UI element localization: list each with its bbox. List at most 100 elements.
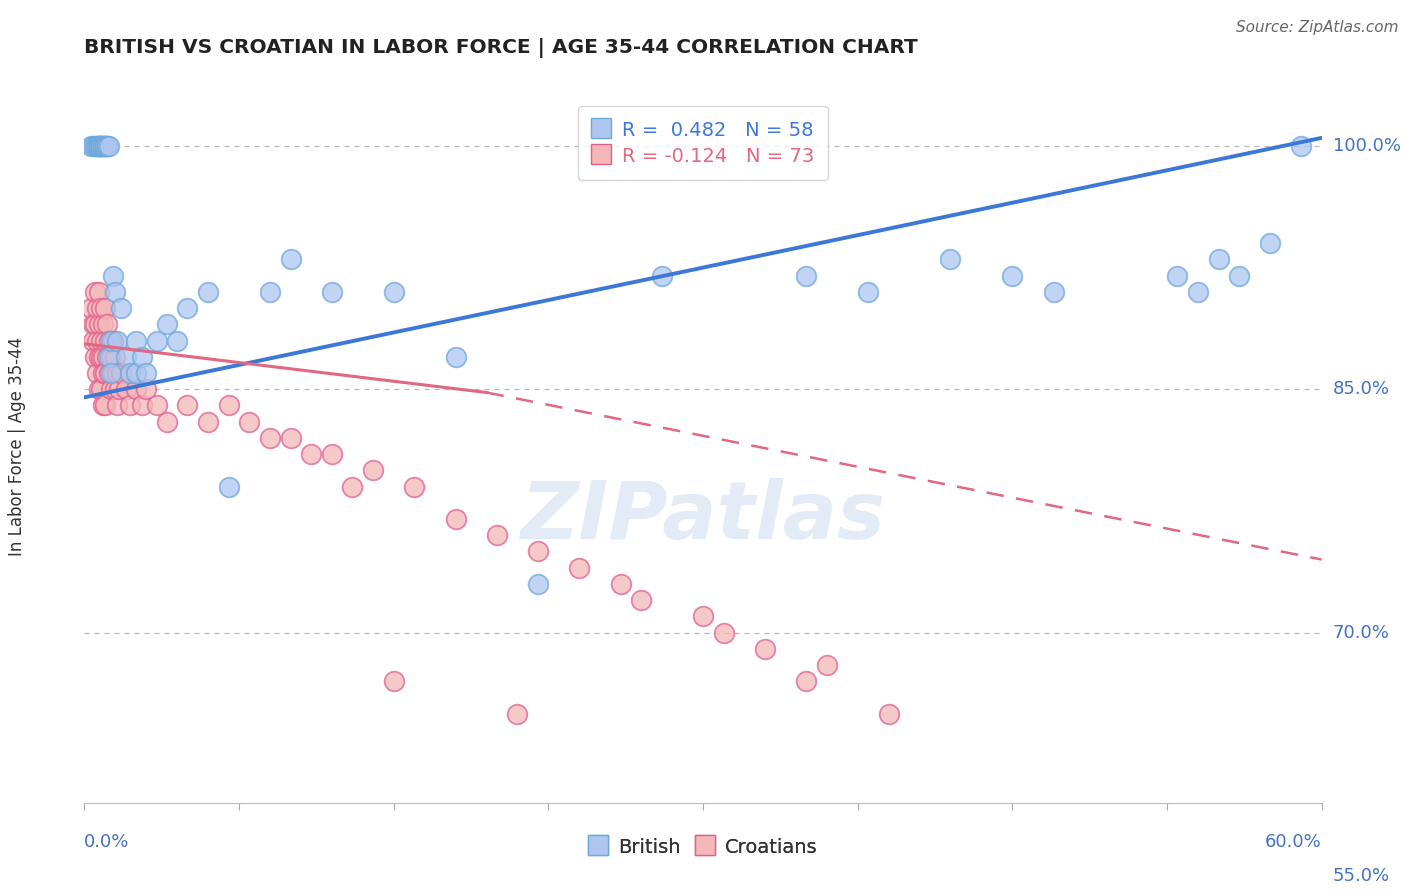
Point [361,463,384,477]
Point [1187,285,1209,299]
Point [91,139,114,153]
Point [82,334,104,348]
Point [1258,236,1281,251]
Point [83,318,105,332]
Point [713,625,735,640]
Point [103,366,125,380]
Point [79,301,101,315]
Point [280,252,302,267]
Point [1001,268,1024,283]
Point [90,139,112,153]
Point [94,139,117,153]
Text: In Labor Force | Age 35-44: In Labor Force | Age 35-44 [8,336,25,556]
Legend: British, Croatians: British, Croatians [581,829,825,864]
Point [91,350,114,364]
Point [794,674,817,689]
Point [794,268,817,283]
Point [877,706,900,721]
Point [100,382,122,396]
Point [86,301,108,315]
Point [156,318,179,332]
Point [125,334,148,348]
Point [86,139,108,153]
Point [100,366,122,380]
Point [280,431,302,445]
Point [131,399,153,413]
Point [114,382,136,396]
Point [118,399,141,413]
Point [100,334,122,348]
Point [423,853,446,867]
Point [83,285,105,299]
Point [108,382,131,396]
Point [83,139,105,153]
Text: 70.0%: 70.0% [1333,624,1389,641]
Point [96,139,118,153]
Point [125,366,148,380]
Point [342,479,364,493]
Point [156,415,179,429]
Point [299,447,322,461]
Point [96,318,118,332]
Point [131,350,153,364]
Point [1125,853,1147,867]
Point [87,318,110,332]
Point [754,641,776,656]
Point [1289,139,1312,153]
Point [90,382,112,396]
Point [94,334,117,348]
Point [527,544,550,558]
Point [1227,268,1250,283]
Point [651,268,673,283]
Point [321,447,343,461]
Point [90,139,112,153]
Text: 0.0%: 0.0% [84,833,129,851]
Point [91,139,114,153]
Point [404,479,426,493]
Point [197,415,219,429]
Text: 85.0%: 85.0% [1333,380,1389,398]
Point [90,350,112,364]
Point [91,318,114,332]
Point [104,285,127,299]
Text: Source: ZipAtlas.com: Source: ZipAtlas.com [1236,20,1399,35]
Point [98,366,121,380]
Point [145,399,167,413]
Point [105,399,128,413]
Point [98,334,121,348]
Point [114,350,136,364]
Point [609,577,631,591]
Point [1208,252,1230,267]
Point [83,350,105,364]
Point [103,334,125,348]
Point [110,301,132,315]
Point [259,285,281,299]
Point [90,301,112,315]
Point [135,382,157,396]
Point [104,350,127,364]
Point [82,139,104,153]
Point [176,301,198,315]
Point [856,285,879,299]
Point [86,334,108,348]
Point [87,350,110,364]
Point [527,577,550,591]
Point [692,609,714,624]
Point [218,399,240,413]
Point [1042,285,1064,299]
Text: 55.0%: 55.0% [1333,867,1391,885]
Point [815,657,838,672]
Point [87,139,110,153]
Text: BRITISH VS CROATIAN IN LABOR FORCE | AGE 35-44 CORRELATION CHART: BRITISH VS CROATIAN IN LABOR FORCE | AGE… [84,38,918,58]
Point [321,285,343,299]
Point [91,366,114,380]
Point [382,285,405,299]
Point [94,366,117,380]
Point [630,593,652,607]
Point [96,139,118,153]
Point [238,415,260,429]
Point [87,382,110,396]
Point [166,334,188,348]
Point [238,836,260,850]
Point [90,334,112,348]
